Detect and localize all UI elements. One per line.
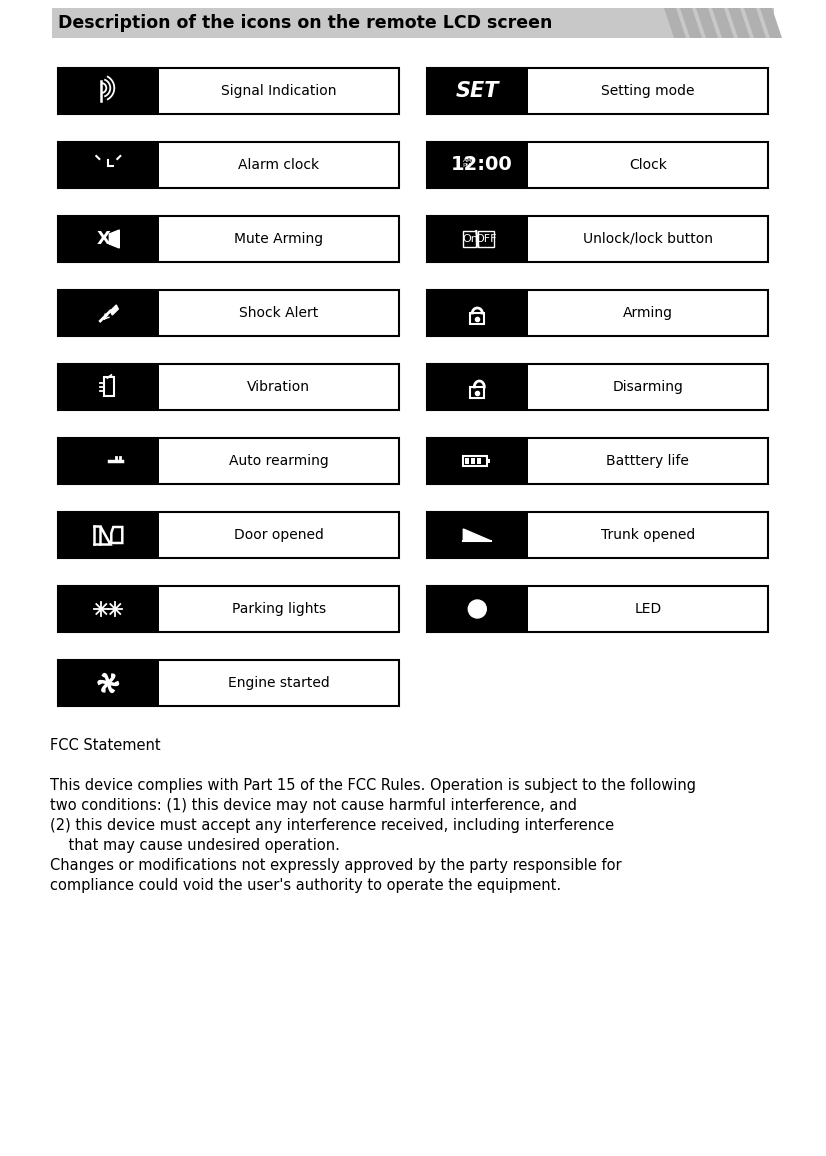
FancyBboxPatch shape: [427, 290, 528, 336]
Polygon shape: [111, 305, 118, 314]
Polygon shape: [463, 529, 491, 541]
Polygon shape: [728, 8, 750, 38]
FancyBboxPatch shape: [58, 586, 399, 632]
FancyBboxPatch shape: [470, 387, 484, 398]
Text: AM
PM: AM PM: [463, 158, 472, 169]
Circle shape: [468, 600, 487, 618]
Text: Unlock/lock button: Unlock/lock button: [583, 232, 713, 246]
Text: OFF: OFF: [476, 234, 497, 244]
Text: This device complies with Part 15 of the FCC Rules. Operation is subject to the : This device complies with Part 15 of the…: [50, 778, 696, 793]
Polygon shape: [696, 8, 718, 38]
FancyBboxPatch shape: [427, 438, 768, 484]
FancyBboxPatch shape: [58, 68, 159, 114]
FancyBboxPatch shape: [472, 458, 475, 464]
Text: LED: LED: [634, 602, 662, 616]
Text: Arming: Arming: [623, 306, 673, 320]
FancyBboxPatch shape: [427, 586, 768, 632]
Polygon shape: [744, 8, 766, 38]
FancyBboxPatch shape: [58, 586, 159, 632]
Text: Door opened: Door opened: [234, 528, 324, 542]
Text: Setting mode: Setting mode: [601, 84, 695, 98]
Text: SET: SET: [456, 81, 499, 101]
Polygon shape: [760, 8, 782, 38]
FancyBboxPatch shape: [58, 512, 399, 558]
Text: compliance could void the user's authority to operate the equipment.: compliance could void the user's authori…: [50, 879, 561, 892]
FancyBboxPatch shape: [58, 660, 159, 706]
FancyBboxPatch shape: [58, 216, 159, 262]
FancyBboxPatch shape: [427, 364, 768, 410]
FancyBboxPatch shape: [477, 458, 482, 464]
FancyBboxPatch shape: [104, 377, 114, 397]
Text: X: X: [97, 230, 110, 249]
Text: Engine started: Engine started: [228, 676, 330, 690]
FancyBboxPatch shape: [58, 364, 159, 410]
Text: 12:00: 12:00: [450, 156, 512, 175]
FancyBboxPatch shape: [427, 68, 528, 114]
FancyBboxPatch shape: [58, 512, 159, 558]
FancyBboxPatch shape: [427, 216, 528, 262]
Text: Shock Alert: Shock Alert: [240, 306, 318, 320]
Polygon shape: [712, 8, 734, 38]
Text: Batttery life: Batttery life: [606, 454, 689, 468]
FancyBboxPatch shape: [58, 290, 399, 336]
Text: Description of the icons on the remote LCD screen: Description of the icons on the remote L…: [58, 14, 553, 32]
FancyBboxPatch shape: [487, 459, 491, 464]
FancyBboxPatch shape: [427, 68, 768, 114]
Text: Mute Arming: Mute Arming: [235, 232, 323, 246]
FancyBboxPatch shape: [52, 8, 774, 38]
FancyBboxPatch shape: [58, 216, 399, 262]
FancyBboxPatch shape: [58, 364, 399, 410]
FancyBboxPatch shape: [478, 231, 494, 247]
Polygon shape: [112, 527, 122, 543]
Text: Signal Indication: Signal Indication: [221, 84, 336, 98]
FancyBboxPatch shape: [58, 142, 399, 188]
Polygon shape: [680, 8, 702, 38]
Text: Auto rearming: Auto rearming: [229, 454, 329, 468]
Polygon shape: [109, 230, 119, 249]
FancyBboxPatch shape: [470, 313, 484, 324]
FancyBboxPatch shape: [427, 290, 768, 336]
FancyBboxPatch shape: [463, 231, 477, 247]
FancyBboxPatch shape: [427, 586, 528, 632]
Text: FCC Statement: FCC Statement: [50, 738, 160, 753]
FancyBboxPatch shape: [58, 438, 159, 484]
Text: Vibration: Vibration: [247, 380, 311, 394]
Text: Parking lights: Parking lights: [232, 602, 326, 616]
FancyBboxPatch shape: [465, 458, 469, 464]
FancyBboxPatch shape: [427, 142, 768, 188]
Polygon shape: [664, 8, 686, 38]
Text: Trunk opened: Trunk opened: [601, 528, 695, 542]
FancyBboxPatch shape: [58, 438, 399, 484]
FancyBboxPatch shape: [427, 512, 528, 558]
FancyBboxPatch shape: [463, 455, 487, 466]
FancyBboxPatch shape: [427, 512, 768, 558]
FancyBboxPatch shape: [427, 216, 768, 262]
Polygon shape: [100, 526, 111, 544]
Text: (2) this device must accept any interference received, including interference: (2) this device must accept any interfer…: [50, 818, 614, 833]
Text: two conditions: (1) this device may not cause harmful interference, and: two conditions: (1) this device may not …: [50, 798, 577, 813]
Text: Clock: Clock: [629, 158, 667, 172]
Text: Disarming: Disarming: [612, 380, 683, 394]
Text: Alarm clock: Alarm clock: [238, 158, 320, 172]
FancyBboxPatch shape: [58, 290, 159, 336]
Text: that may cause undesired operation.: that may cause undesired operation.: [50, 838, 339, 853]
Text: Changes or modifications not expressly approved by the party responsible for: Changes or modifications not expressly a…: [50, 858, 622, 873]
FancyBboxPatch shape: [58, 660, 399, 706]
FancyBboxPatch shape: [427, 364, 528, 410]
FancyBboxPatch shape: [427, 142, 528, 188]
FancyBboxPatch shape: [58, 68, 399, 114]
FancyBboxPatch shape: [58, 142, 159, 188]
FancyBboxPatch shape: [427, 438, 528, 484]
Text: On: On: [463, 234, 478, 244]
